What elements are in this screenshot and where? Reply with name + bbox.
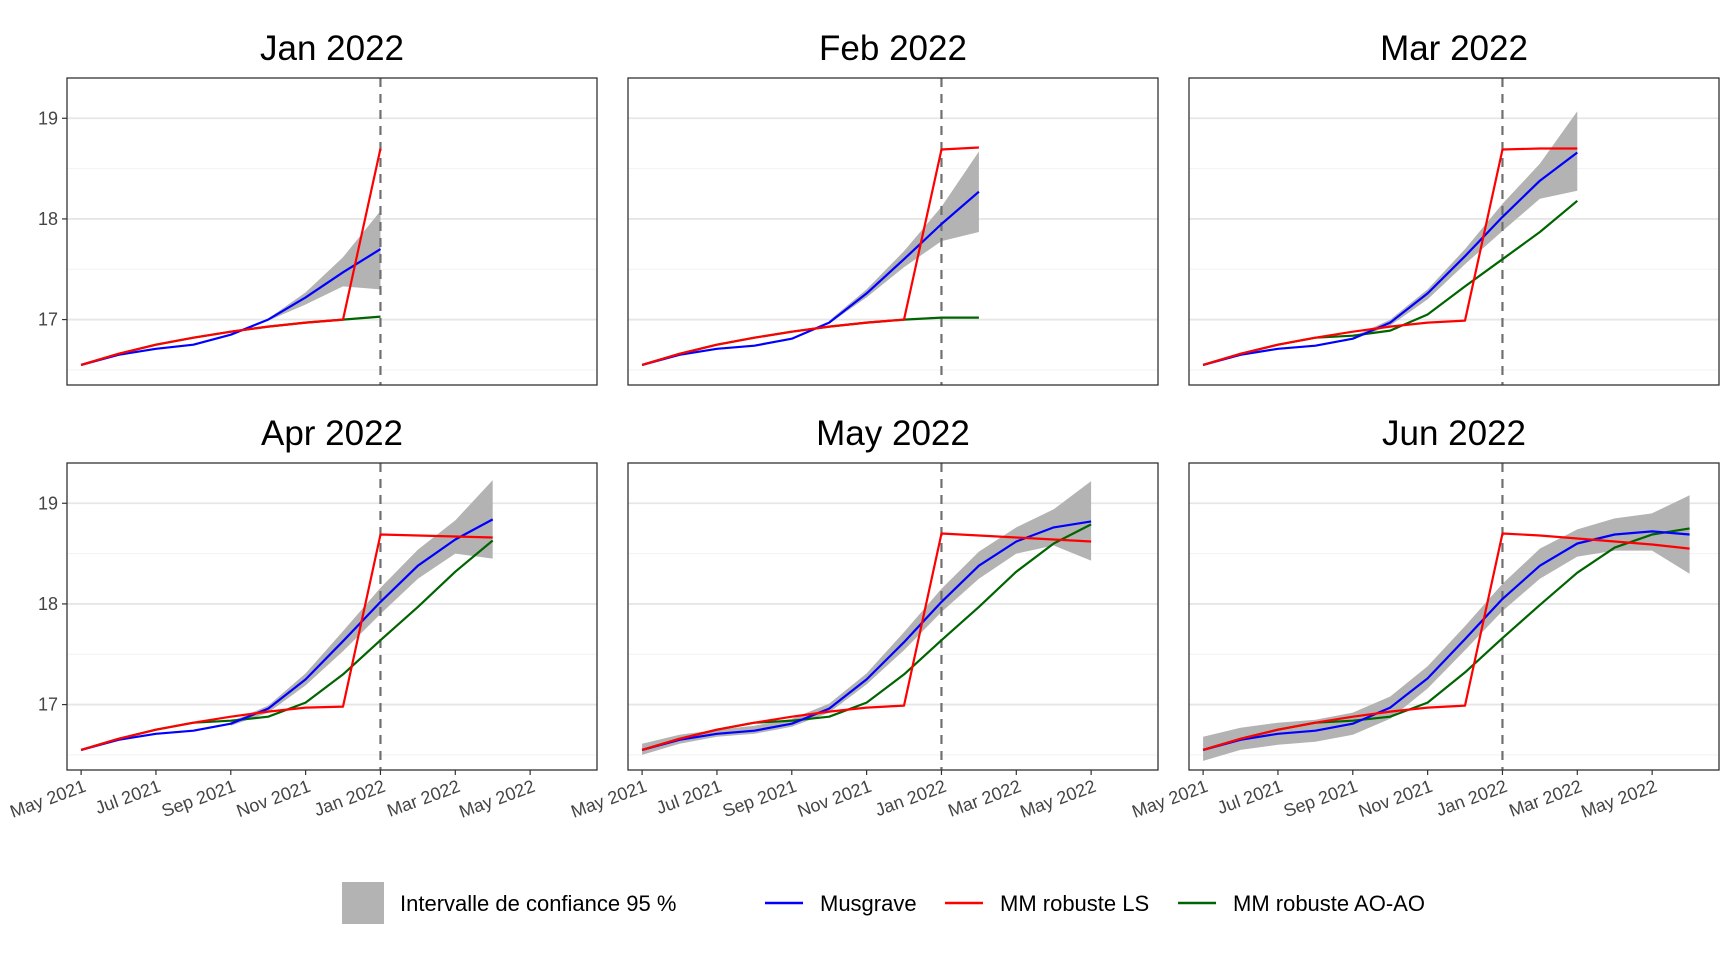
x-tick-label: Mar 2022: [384, 776, 462, 821]
x-tick-label: May 2022: [456, 776, 537, 822]
series-line-musgrave: [641, 520, 1092, 751]
series-line-mm-robuste-ls: [641, 532, 1092, 751]
confidence-band: [268, 210, 381, 321]
x-tick-label: Jul 2021: [1215, 776, 1286, 818]
series-line-musgrave: [1202, 530, 1690, 751]
panel-mar-2022: Mar 2022: [1188, 29, 1720, 386]
panel-frame: [66, 77, 598, 386]
x-tick-label: Jan 2022: [311, 776, 387, 820]
panel-frame: [66, 462, 598, 771]
confidence-band: [642, 481, 1092, 755]
x-tick-label: Sep 2021: [720, 776, 799, 821]
x-tick-label: May 2021: [7, 776, 88, 822]
series-line-mm-robuste-ls: [1202, 147, 1578, 366]
legend-label-mm-robuste-ao-ao: MM robuste AO-AO: [1233, 891, 1425, 916]
series-line-mm-robuste-ao-ao: [1202, 199, 1579, 366]
confidence-band: [829, 151, 979, 324]
series-line-musgrave: [80, 518, 494, 751]
panel-title: Mar 2022: [1380, 29, 1528, 68]
series-line-mm-robuste-ls: [80, 148, 382, 366]
legend-swatch-band: [342, 882, 384, 924]
x-tick-label: Jan 2022: [1433, 776, 1509, 820]
legend-label-musgrave: Musgrave: [820, 891, 917, 916]
panel-title: Apr 2022: [261, 414, 403, 453]
series-line-mm-robuste-ao-ao: [641, 523, 1092, 751]
chart-legend: Intervalle de confiance 95 % Musgrave MM r…: [342, 882, 1425, 924]
series-line-mm-robuste-ao-ao: [1202, 527, 1690, 751]
y-tick-label: 17: [38, 695, 58, 715]
series-line-mm-robuste-ao-ao: [641, 316, 979, 366]
x-tick-label: May 2021: [568, 776, 649, 822]
panel-frame: [627, 77, 1159, 386]
y-tick-label: 18: [38, 209, 58, 229]
series-line-musgrave: [641, 190, 980, 366]
y-tick-label: 18: [38, 594, 58, 614]
y-tick-label: 19: [38, 493, 58, 513]
x-tick-label: Jul 2021: [654, 776, 725, 818]
x-tick-label: Mar 2022: [1506, 776, 1584, 821]
x-tick-label: Nov 2021: [1356, 776, 1435, 821]
panel-title: Jun 2022: [1382, 414, 1526, 453]
chart-panels: Jan 2022 17 18 19 Feb 2022 Mar 2022 Apr 2022 17…: [7, 29, 1720, 822]
confidence-band: [1352, 111, 1578, 340]
legend-label-mm-robuste-ls: MM robuste LS: [1000, 891, 1149, 916]
panel-title: May 2022: [816, 414, 970, 453]
x-tick-label: Nov 2021: [795, 776, 874, 821]
panel-feb-2022: Feb 2022: [627, 29, 1159, 386]
series-line-mm-robuste-ls: [641, 146, 979, 366]
y-tick-label: 19: [38, 108, 58, 128]
panel-jan-2022: Jan 2022 17 18 19: [38, 29, 598, 386]
panel-title: Feb 2022: [819, 29, 967, 68]
series-line-mm-robuste-ls: [1202, 532, 1690, 751]
x-tick-label: Jul 2021: [93, 776, 164, 818]
confidence-band: [230, 480, 493, 726]
panel-frame: [1188, 462, 1720, 771]
x-tick-label: May 2021: [1129, 776, 1210, 822]
series-line-musgrave: [1202, 151, 1578, 366]
confidence-band: [1203, 495, 1690, 761]
x-tick-label: Nov 2021: [234, 776, 313, 821]
y-tick-label: 17: [38, 310, 58, 330]
legend-label-band: Intervalle de confiance 95 %: [400, 891, 676, 916]
series-line-musgrave: [80, 248, 382, 366]
series-line-mm-robuste-ao-ao: [80, 315, 381, 366]
x-tick-label: Sep 2021: [159, 776, 238, 821]
x-tick-label: Mar 2022: [945, 776, 1023, 821]
x-tick-label: Sep 2021: [1281, 776, 1360, 821]
x-tick-label: May 2022: [1578, 776, 1659, 822]
series-line-mm-robuste-ls: [80, 533, 493, 751]
panel-frame: [627, 462, 1159, 771]
series-line-mm-robuste-ao-ao: [80, 539, 494, 751]
x-tick-label: May 2022: [1017, 776, 1098, 822]
panel-title: Jan 2022: [260, 29, 404, 68]
x-tick-label: Jan 2022: [872, 776, 948, 820]
panel-frame: [1188, 77, 1720, 386]
